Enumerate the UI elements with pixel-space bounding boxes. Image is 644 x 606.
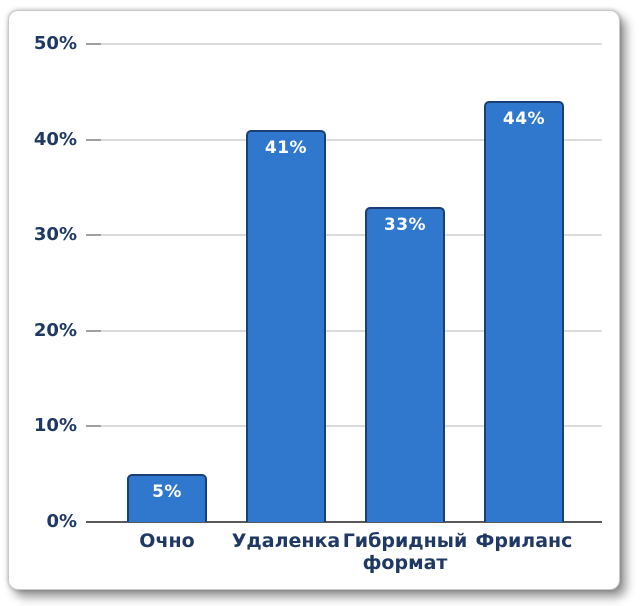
xtick-label-2: Удаленка xyxy=(231,530,341,552)
xtick-label-1: Очно xyxy=(139,530,195,552)
bar-value-label-1: 5% xyxy=(152,482,182,502)
bar-2: 41% xyxy=(246,130,326,522)
ytick-mark-10 xyxy=(86,425,101,428)
gridline-50 xyxy=(86,43,602,45)
xtick-label-4: Фриланс xyxy=(475,530,573,552)
x-axis-line xyxy=(86,521,602,523)
ytick-label-40: 40% xyxy=(33,128,77,150)
gridline-30 xyxy=(86,234,602,237)
bar-1: 5% xyxy=(127,474,207,522)
bar-value-label-4: 44% xyxy=(502,109,546,129)
ytick-mark-30 xyxy=(86,234,101,237)
ytick-mark-50 xyxy=(86,43,101,45)
gridline-10 xyxy=(86,425,602,428)
ytick-label-30: 30% xyxy=(33,224,77,246)
ytick-label-50: 50% xyxy=(33,33,77,54)
bar-value-label-3: 33% xyxy=(383,215,427,235)
ytick-mark-40 xyxy=(86,138,101,141)
gridline-40 xyxy=(86,138,602,141)
ytick-mark-20 xyxy=(86,329,101,332)
ytick-label-20: 20% xyxy=(33,319,77,341)
bar-chart-plot-area: 0% 10% 20% 30% 40% 50% 5% Очно 41% Удаленка 33% Гиб… xyxy=(9,11,619,589)
ytick-label-0: 0% xyxy=(46,511,77,532)
ytick-label-10: 10% xyxy=(33,415,77,437)
chart-card: 0% 10% 20% 30% 40% 50% 5% Очно 41% Удаленка 33% Гиб… xyxy=(8,10,620,590)
xtick-label-3: Гибридный формат xyxy=(342,530,468,574)
bar-4: 44% xyxy=(484,101,564,522)
bar-value-label-2: 41% xyxy=(264,138,308,158)
gridline-20 xyxy=(86,329,602,332)
bar-3: 33% xyxy=(365,207,445,522)
